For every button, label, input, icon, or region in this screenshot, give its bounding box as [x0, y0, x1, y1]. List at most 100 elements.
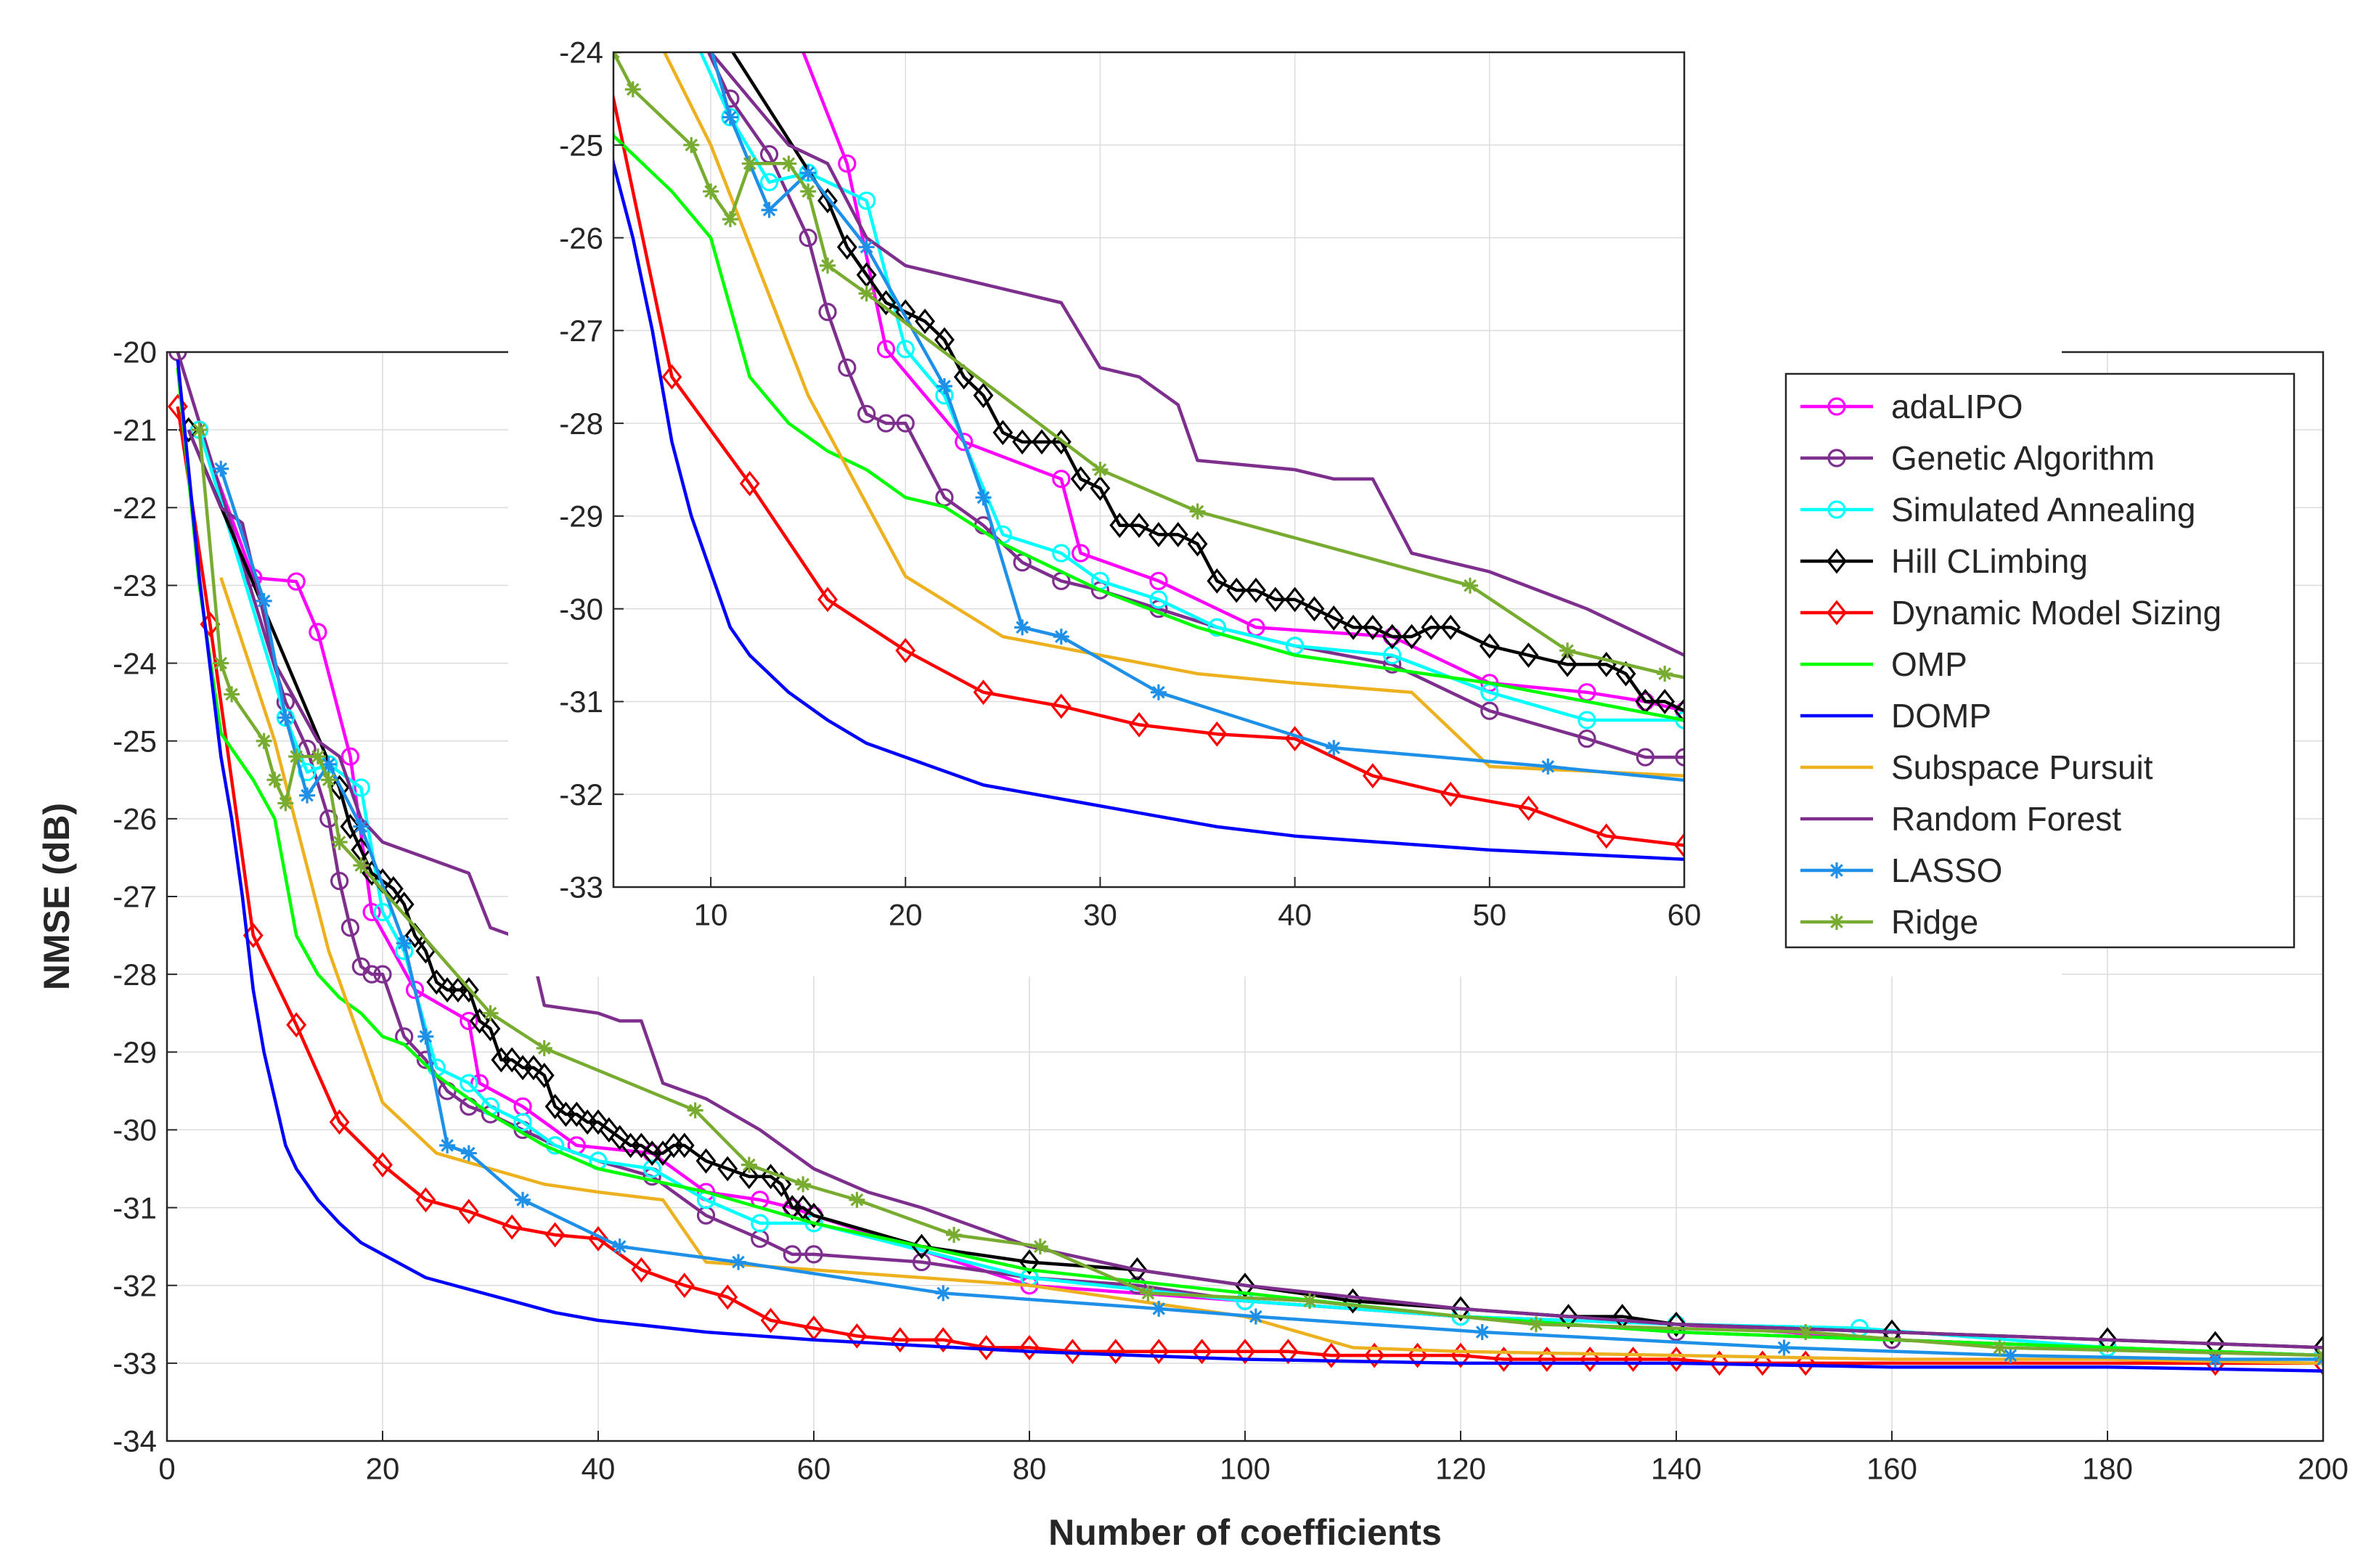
inset-point-lasso [1014, 619, 1031, 636]
main-point-dynamic-model-sizing [631, 1257, 652, 1283]
inset-x-tick-label: 30 [1083, 898, 1117, 932]
inset-point-hill-climbing [1050, 429, 1072, 455]
main-point-genetic-algorithm [373, 965, 392, 984]
legend-item-random-forest: Random Forest [1800, 800, 2121, 838]
legend-item-ridge: Ridge [1800, 903, 1978, 941]
inset-x-tick-label: 60 [1668, 898, 1702, 932]
inset-y-tick-label: -24 [559, 36, 603, 70]
inset-point-ridge [858, 285, 875, 302]
inset-point-simulated-annealing [857, 191, 876, 211]
main-x-tick-label: 40 [582, 1452, 616, 1486]
inset-point-genetic-algorithm [857, 404, 876, 423]
legend-item-subspace-pursuit: Subspace Pursuit [1800, 748, 2153, 786]
main-point-hill-climbing [717, 1156, 738, 1182]
main-line-dynamic-model-sizing [176, 406, 2323, 1365]
main-point-dynamic-model-sizing [286, 1012, 307, 1038]
main-point-simulated-annealing [373, 902, 392, 922]
main-point-dynamic-model-sizing [1493, 1347, 1514, 1372]
inset-point-lasso [761, 202, 778, 219]
inset-y-tick-label: -32 [559, 777, 603, 812]
inset-point-simulated-annealing [1052, 544, 1071, 563]
main-point-dynamic-model-sizing [372, 1152, 393, 1178]
inset-point-ridge [1657, 666, 1673, 682]
inset-point-ridge [800, 183, 817, 200]
legend-item-adalipo: adaLIPO [1800, 388, 2023, 425]
main-point-adalipo [340, 747, 360, 766]
main-point-dynamic-model-sizing [1795, 1350, 1816, 1376]
main-point-dynamic-model-sizing [717, 1284, 738, 1310]
main-point-hill-climbing [609, 1124, 630, 1151]
main-point-hill-climbing [771, 1172, 792, 1197]
main-point-genetic-algorithm [804, 1245, 823, 1264]
main-point-lasso [730, 1254, 747, 1270]
main-point-simulated-annealing [751, 1214, 770, 1233]
main-x-tick-label: 180 [2082, 1452, 2133, 1486]
inset-point-hill-climbing [836, 234, 857, 260]
inset-point-simulated-annealing [896, 340, 915, 359]
main-series-group [167, 352, 2323, 1376]
main-y-tick-label: -30 [113, 1113, 157, 1147]
inset-point-hill-climbing [1070, 466, 1091, 492]
inset-point-ridge [1092, 462, 1109, 478]
inset-series-domp [613, 154, 1684, 861]
inset-point-hill-climbing [1109, 513, 1130, 539]
main-y-tick-label: -20 [113, 335, 157, 369]
main-point-hill-climbing [383, 875, 404, 902]
inset-point-hill-climbing [1226, 577, 1247, 603]
main-series-ridge [191, 422, 2323, 1364]
main-series-lasso [213, 460, 2323, 1368]
inset-point-hill-climbing [915, 309, 936, 334]
inset-y-tick-label: -31 [559, 685, 603, 719]
inset-point-ridge [624, 81, 641, 98]
main-point-dynamic-model-sizing [1364, 1342, 1385, 1368]
main-point-simulated-annealing [642, 1159, 661, 1178]
inset-y-tick-label: -27 [559, 314, 603, 348]
inset-point-hill-climbing [1187, 531, 1208, 557]
main-line-domp [176, 359, 2323, 1373]
main-point-ridge [224, 686, 240, 703]
main-point-ridge [795, 1176, 812, 1193]
main-point-simulated-annealing [460, 1074, 478, 1093]
inset-point-lasso [1540, 758, 1556, 775]
main-point-hill-climbing [480, 1016, 501, 1042]
inset-point-ridge [1189, 503, 1206, 520]
main-point-dynamic-model-sizing [846, 1323, 868, 1349]
legend-label-lasso: LASSO [1891, 852, 2002, 889]
legend-label-dynamic-model-sizing: Dynamic Model Sizing [1891, 594, 2221, 632]
legend-item-lasso: LASSO [1800, 852, 2002, 889]
inset-point-ridge [741, 155, 758, 172]
legend-label-simulated-annealing: Simulated Annealing [1891, 491, 2195, 528]
main-point-hill-climbing [1558, 1304, 1579, 1329]
main-point-lasso [213, 460, 229, 477]
main-line-random-forest [187, 429, 2323, 1349]
inset-line-random-forest [709, 52, 1684, 657]
main-point-dynamic-model-sizing [1191, 1339, 1212, 1365]
inset-point-hill-climbing [1246, 577, 1266, 603]
main-point-hill-climbing [1235, 1273, 1255, 1299]
main-point-ridge [536, 1040, 552, 1056]
inset-line-subspace-pursuit [662, 52, 1684, 777]
inset-point-hill-climbing [1654, 689, 1676, 714]
main-point-genetic-algorithm [330, 871, 349, 891]
main-point-hill-climbing [544, 1093, 566, 1119]
inset-point-hill-climbing [1557, 651, 1578, 677]
main-point-ridge [946, 1227, 963, 1244]
inset-point-ridge [1462, 577, 1478, 594]
main-point-hill-climbing [534, 1063, 555, 1088]
main-point-ridge [1991, 1339, 2008, 1356]
main-point-hill-climbing [1666, 1311, 1686, 1337]
inset-point-lasso [858, 239, 875, 256]
main-point-hill-climbing [738, 1164, 759, 1190]
main-x-tick-label: 20 [366, 1452, 400, 1486]
main-point-dynamic-model-sizing [1752, 1350, 1773, 1376]
main-point-ridge [1302, 1293, 1318, 1310]
main-y-tick-label: -28 [113, 957, 157, 992]
inset-series-hill-climbing [730, 52, 1684, 724]
main-point-dynamic-model-sizing [1580, 1347, 1601, 1372]
inset-x-tick-label: 40 [1278, 898, 1312, 932]
main-point-simulated-annealing [351, 778, 370, 797]
inset-series-group [613, 52, 1684, 861]
inset-point-lasso [1053, 629, 1069, 645]
legend-marker-dynamic-model-sizing [1827, 600, 1847, 626]
